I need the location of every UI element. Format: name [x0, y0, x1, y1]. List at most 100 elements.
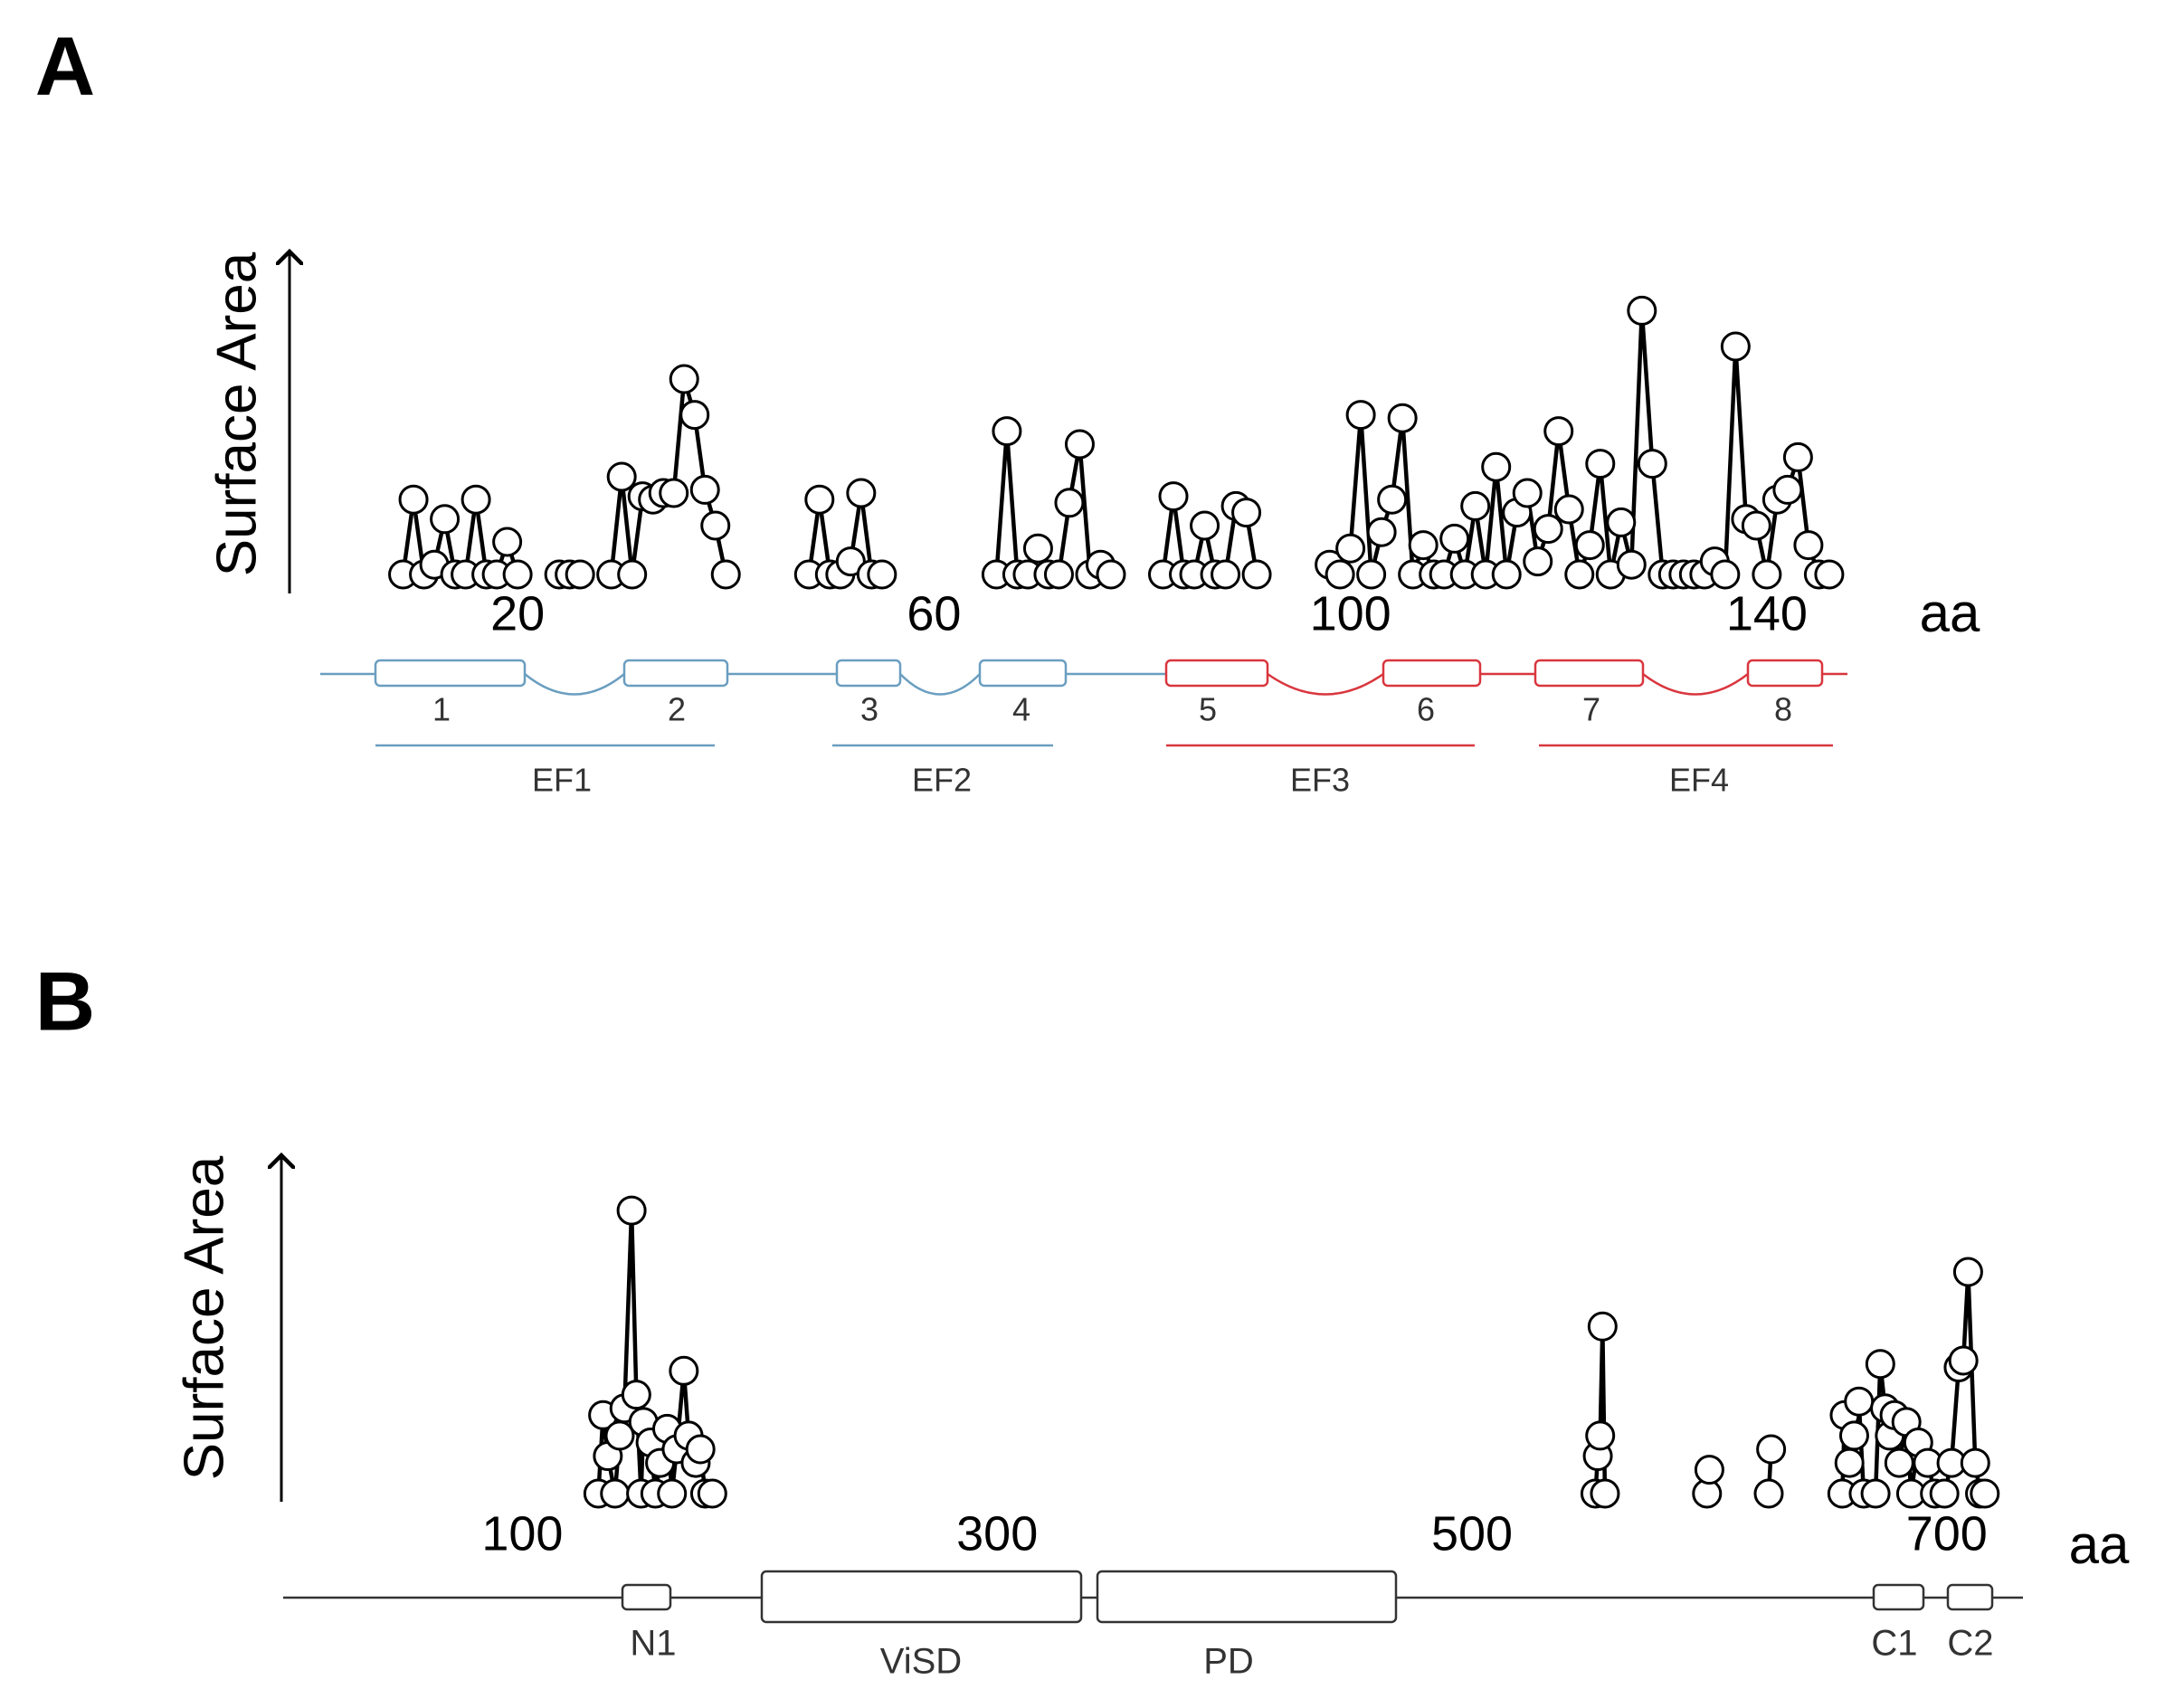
data-point — [1772, 474, 1803, 505]
data-point — [1377, 484, 1408, 515]
x-unit: aa — [1920, 583, 1980, 643]
data-point — [1158, 481, 1189, 512]
data-point — [1325, 559, 1355, 590]
data-point — [689, 474, 720, 505]
data-point — [657, 1478, 688, 1509]
data-point — [1553, 494, 1584, 525]
y-axis-label: Surface Area — [173, 1155, 235, 1480]
data-point — [502, 559, 533, 590]
domain-label: C1 — [1871, 1624, 1917, 1664]
data-point — [1960, 1447, 1990, 1478]
data-point — [1741, 510, 1771, 541]
data-point — [1366, 517, 1397, 547]
data-point — [1481, 451, 1512, 482]
data-point — [1952, 1257, 1983, 1287]
data-point — [1948, 1345, 1979, 1376]
x-tick-label: 100 — [1310, 586, 1391, 640]
data-point — [669, 1355, 699, 1386]
data-point — [1054, 488, 1085, 518]
data-point — [1929, 1478, 1960, 1509]
ef-hand-label: EF2 — [912, 762, 972, 799]
data-point — [1793, 530, 1824, 561]
data-point — [669, 364, 699, 394]
data-point — [1694, 1455, 1724, 1485]
helix-label: 6 — [1417, 691, 1435, 728]
data-point — [710, 559, 741, 590]
domain-structure — [283, 1570, 2023, 1624]
data-point — [1865, 1349, 1895, 1380]
data-point — [1211, 559, 1241, 590]
x-tick-label: 700 — [1906, 1506, 1988, 1561]
secondary-structure — [320, 659, 1847, 747]
data-point — [1834, 1447, 1865, 1478]
data-point — [1335, 533, 1366, 564]
data-point — [1064, 429, 1095, 460]
data-point — [1710, 559, 1741, 590]
data-point — [659, 478, 689, 508]
domain — [621, 1583, 672, 1611]
data-point — [867, 559, 897, 590]
domain — [1872, 1583, 1925, 1611]
data-point — [1387, 403, 1418, 433]
data-point — [679, 400, 710, 431]
domain-label: N1 — [630, 1624, 676, 1664]
data-point — [1860, 1478, 1891, 1509]
data-point — [992, 416, 1022, 447]
helix — [1164, 659, 1269, 688]
data-point — [846, 478, 877, 508]
data-point — [1585, 1420, 1616, 1451]
data-point — [1627, 295, 1657, 326]
data-point — [1356, 559, 1387, 590]
helix-label: 1 — [432, 691, 451, 728]
data-point — [804, 484, 835, 515]
helix-label: 5 — [1199, 691, 1217, 728]
helix — [1382, 659, 1482, 688]
ef-hand-label: EF1 — [532, 762, 592, 799]
helix-label: 4 — [1012, 691, 1030, 728]
domain — [760, 1570, 1083, 1624]
data-point — [1970, 1478, 2000, 1509]
data-point — [1460, 490, 1491, 521]
data-point — [1574, 530, 1605, 561]
data-point — [1439, 523, 1470, 554]
domain — [1096, 1570, 1398, 1624]
data-point — [606, 461, 637, 492]
x-tick-label: 500 — [1431, 1506, 1513, 1561]
data-point — [1756, 1434, 1787, 1465]
data-point — [1043, 559, 1074, 590]
data-point — [1585, 449, 1616, 479]
data-point — [1533, 514, 1563, 545]
data-point — [617, 559, 648, 590]
data-point — [621, 1380, 651, 1410]
data-point — [1096, 559, 1126, 590]
domain-label: ViSD — [880, 1642, 962, 1682]
data-point — [1637, 449, 1667, 479]
helix — [1746, 659, 1824, 688]
data-point — [1523, 546, 1553, 577]
data-point — [616, 1195, 647, 1226]
x-tick-label: 100 — [481, 1506, 563, 1561]
data-point — [1814, 559, 1845, 590]
x-unit: aa — [2069, 1514, 2130, 1575]
data-point — [398, 484, 429, 515]
helix-label: 8 — [1774, 691, 1792, 728]
helix — [374, 659, 527, 688]
ef-hand-label: EF3 — [1290, 762, 1350, 799]
data-point — [430, 504, 461, 535]
data-point — [1491, 559, 1522, 590]
panel-label: B — [35, 955, 95, 1048]
data-point — [461, 484, 491, 515]
x-tick-label: 140 — [1726, 586, 1808, 640]
data-point — [1752, 559, 1782, 590]
helix — [622, 659, 729, 688]
data-point — [565, 559, 595, 590]
data-point — [1838, 1420, 1869, 1451]
data-point — [492, 527, 523, 557]
domain-label: C2 — [1947, 1624, 1993, 1664]
data-point — [1241, 559, 1272, 590]
data-point — [1564, 559, 1595, 590]
backbone — [320, 672, 1166, 696]
data-point — [685, 1434, 716, 1465]
data-point — [1231, 498, 1262, 528]
